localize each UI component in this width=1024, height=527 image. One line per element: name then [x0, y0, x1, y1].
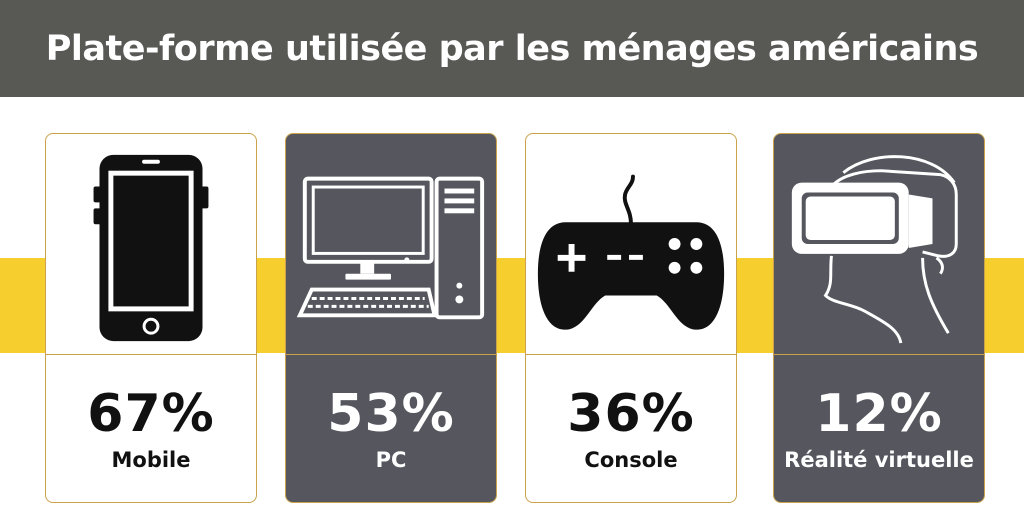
stat-card-console: 36% Console	[525, 133, 737, 503]
category-label-pc: PC	[375, 448, 407, 472]
header-bar: Plate-forme utilisée par les ménages amé…	[0, 0, 1024, 97]
category-label-mobile: Mobile	[111, 448, 191, 472]
smartphone-icon	[46, 134, 256, 354]
value-label-vr: 12%	[815, 384, 943, 444]
vr-headset-icon	[774, 134, 984, 354]
stat-card-vr: 12% Réalité virtuelle	[773, 133, 985, 503]
desktop-computer-icon	[286, 134, 496, 354]
category-label-console: Console	[584, 448, 678, 472]
value-label-pc: 53%	[327, 384, 455, 444]
card-divider	[46, 354, 256, 355]
gamepad-icon	[526, 134, 736, 354]
card-divider	[526, 354, 736, 355]
page-title: Plate-forme utilisée par les ménages amé…	[45, 28, 979, 69]
card-divider	[286, 354, 496, 355]
value-label-console: 36%	[567, 384, 695, 444]
stat-card-mobile: 67% Mobile	[45, 133, 257, 503]
stat-card-pc: 53% PC	[285, 133, 497, 503]
category-label-vr: Réalité virtuelle	[784, 448, 974, 472]
card-divider	[774, 354, 984, 355]
value-label-mobile: 67%	[87, 384, 215, 444]
